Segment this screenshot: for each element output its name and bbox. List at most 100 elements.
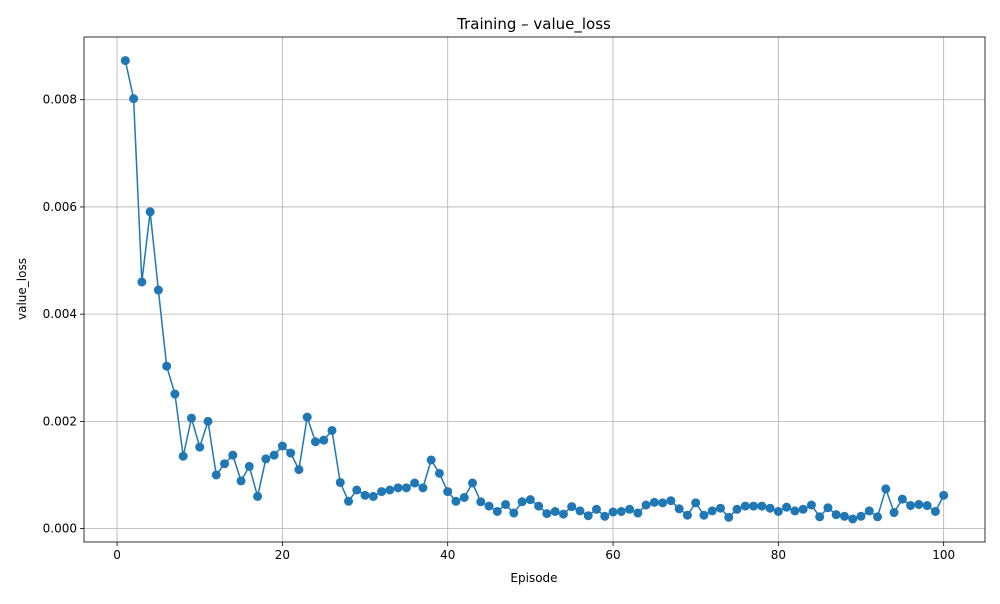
data-point-marker [186, 413, 196, 423]
data-point-marker [327, 425, 337, 435]
data-point-marker [360, 490, 370, 500]
data-point-marker [195, 442, 205, 452]
data-point-marker [377, 487, 387, 497]
x-axis-label: Episode [510, 571, 557, 585]
x-tick-label: 40 [440, 548, 455, 562]
data-point-marker [889, 508, 899, 518]
y-axis-label: value_loss [15, 258, 29, 320]
data-point-marker [145, 207, 155, 217]
data-point-marker [649, 497, 659, 507]
data-point-marker [302, 412, 312, 422]
data-point-marker [310, 437, 320, 447]
series-line [124, 60, 945, 520]
data-point-marker [542, 509, 552, 519]
data-point-marker [641, 500, 651, 510]
data-point-marker [732, 504, 742, 514]
x-tick-label: 100 [932, 548, 955, 562]
data-point-marker [459, 493, 469, 503]
data-point-marker [939, 490, 949, 500]
data-point-marker [914, 499, 924, 509]
y-tick-label: 0.002 [43, 414, 77, 428]
data-point-marker [740, 501, 750, 511]
data-point-marker [120, 56, 130, 66]
data-point-marker [410, 478, 420, 488]
data-point-marker [451, 496, 461, 506]
data-point-marker [715, 503, 725, 513]
data-point-marker [749, 501, 759, 511]
data-point-marker [443, 487, 453, 497]
data-point-marker [658, 498, 668, 508]
data-point-marker [476, 497, 486, 507]
data-point-marker [393, 483, 403, 493]
data-point-marker [724, 512, 734, 522]
data-point-marker [873, 512, 883, 522]
data-point-marker [591, 504, 601, 514]
y-axis-ticks: 0.000 0.002 0.004 0.006 0.008 [43, 93, 84, 536]
data-point-marker [319, 435, 329, 445]
data-point-marker [236, 476, 246, 486]
y-tick-label: 0.006 [43, 200, 77, 214]
data-point-marker [831, 510, 841, 520]
data-point-marker [203, 416, 213, 426]
data-point-marker [352, 485, 362, 495]
data-point-marker [509, 508, 519, 518]
data-point-marker [815, 512, 825, 522]
data-point-marker [468, 478, 478, 488]
data-point-marker [616, 506, 626, 516]
data-point-marker [335, 477, 345, 487]
data-point-marker [848, 514, 858, 524]
data-point-marker [600, 511, 610, 521]
data-point-marker [228, 450, 238, 460]
data-point-marker [368, 491, 378, 501]
data-point-marker [707, 506, 717, 516]
x-tick-label: 80 [771, 548, 786, 562]
data-point-marker [930, 506, 940, 516]
data-point-marker [682, 510, 692, 520]
data-point-marker [129, 94, 139, 104]
data-point-marker [856, 511, 866, 521]
grid-lines [84, 37, 985, 542]
data-point-marker [798, 504, 808, 514]
x-tick-label: 0 [113, 548, 121, 562]
plot-area-frame [83, 36, 986, 543]
data-point-marker [897, 494, 907, 504]
data-point-marker [583, 511, 593, 521]
data-point-marker [426, 455, 436, 465]
data-point-marker [244, 461, 254, 471]
data-point-marker [765, 503, 775, 513]
x-tick-label: 60 [605, 548, 620, 562]
data-point-marker [385, 485, 395, 495]
data-point-marker [806, 500, 816, 510]
data-point-marker [261, 454, 271, 464]
data-point-marker [906, 501, 916, 511]
data-point-marker [294, 465, 304, 475]
data-point-marker [170, 389, 180, 399]
data-point-marker [484, 501, 494, 511]
x-tick-label: 20 [275, 548, 290, 562]
series-markers [120, 56, 949, 524]
data-point-marker [757, 501, 767, 511]
data-point-marker [666, 496, 676, 506]
data-point-marker [286, 448, 296, 458]
data-point-marker [823, 503, 833, 513]
chart-title: Training – value_loss [456, 15, 611, 34]
data-point-marker [492, 506, 502, 516]
y-tick-label: 0.004 [43, 307, 77, 321]
data-point-marker [608, 507, 618, 517]
data-point-marker [434, 468, 444, 478]
data-point-marker [699, 510, 709, 520]
data-point-marker [881, 484, 891, 494]
data-point-marker [220, 459, 230, 469]
data-point-marker [782, 502, 792, 512]
data-point-marker [534, 501, 544, 511]
data-point-marker [625, 504, 635, 514]
data-point-marker [418, 483, 428, 493]
data-point-marker [178, 451, 188, 461]
data-point-marker [691, 498, 701, 508]
data-point-marker [674, 504, 684, 514]
data-point-marker [153, 285, 163, 295]
data-point-marker [525, 495, 535, 505]
y-tick-label: 0.000 [43, 522, 77, 536]
